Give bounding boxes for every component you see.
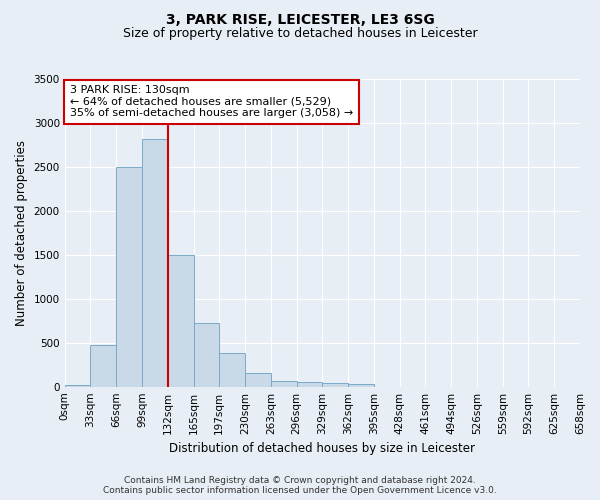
Bar	[219, 354, 245, 386]
Bar	[168, 255, 193, 386]
Bar	[193, 324, 219, 386]
Bar	[322, 383, 348, 386]
Bar	[65, 385, 91, 386]
Text: Contains HM Land Registry data © Crown copyright and database right 2024.
Contai: Contains HM Land Registry data © Crown c…	[103, 476, 497, 495]
Bar	[271, 380, 296, 386]
Bar	[91, 346, 116, 387]
Y-axis label: Number of detached properties: Number of detached properties	[15, 140, 28, 326]
Bar	[296, 382, 322, 386]
Text: 3, PARK RISE, LEICESTER, LE3 6SG: 3, PARK RISE, LEICESTER, LE3 6SG	[166, 12, 434, 26]
Bar	[116, 167, 142, 386]
Text: Size of property relative to detached houses in Leicester: Size of property relative to detached ho…	[122, 28, 478, 40]
Bar	[142, 139, 168, 386]
Text: 3 PARK RISE: 130sqm
← 64% of detached houses are smaller (5,529)
35% of semi-det: 3 PARK RISE: 130sqm ← 64% of detached ho…	[70, 85, 353, 118]
Bar	[348, 384, 374, 386]
X-axis label: Distribution of detached houses by size in Leicester: Distribution of detached houses by size …	[169, 442, 475, 455]
Bar	[245, 374, 271, 386]
